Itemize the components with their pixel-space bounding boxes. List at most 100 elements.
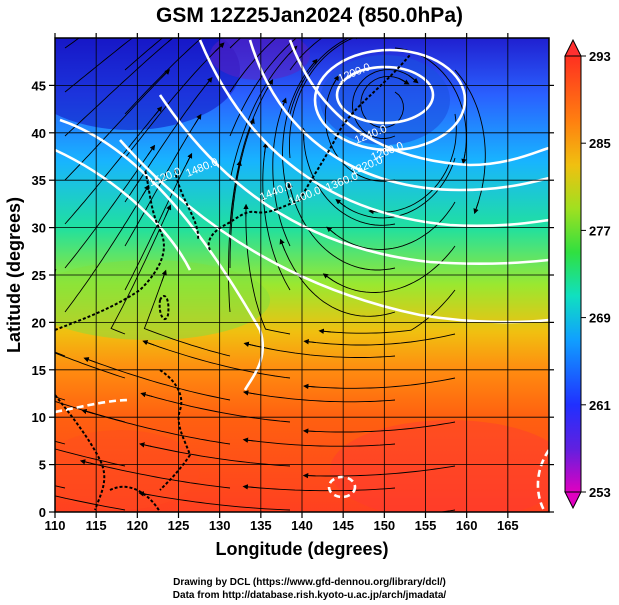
streamline <box>82 460 231 489</box>
streamline-arrow <box>175 0 183 6</box>
streamline <box>142 393 291 423</box>
streamline-arrow <box>226 11 234 17</box>
colorbar-tick-label: 253 <box>589 485 611 500</box>
credit-data: Data from http://database.rish.kyoto-u.a… <box>172 590 447 601</box>
x-tick-label: 155 <box>415 518 437 533</box>
streamline-arrow <box>236 160 242 173</box>
contour-dashed-east <box>536 449 549 512</box>
streamline-arrow <box>309 58 318 69</box>
streamline <box>289 38 350 115</box>
streamline <box>289 38 323 71</box>
coast-borneo <box>109 485 161 512</box>
streamline-arrow <box>81 408 94 415</box>
y-tick-label: 15 <box>32 363 46 378</box>
streamline-arrow <box>194 113 202 125</box>
streamline-arrow <box>142 340 155 346</box>
contour-1440 <box>119 139 549 324</box>
streamline-arrow <box>142 184 150 196</box>
y-axis-label: Latitude (degrees) <box>4 197 24 353</box>
x-tick-label: 115 <box>86 518 107 533</box>
cold-region-northwest <box>55 38 240 130</box>
streamline <box>245 439 396 447</box>
streamline <box>229 120 254 268</box>
streamline <box>303 130 396 226</box>
streamline-arrow <box>398 77 410 85</box>
streamline-arrow <box>412 17 422 19</box>
warm-pool-southwest <box>55 430 200 510</box>
colorbar: 253 261 269 277 285 293 <box>564 38 611 510</box>
streamline-arrow <box>348 38 361 41</box>
y-tick-label: 10 <box>32 410 46 425</box>
streamline-arrow <box>303 383 316 390</box>
contour-1260 <box>288 39 549 167</box>
green-tongue <box>55 260 270 340</box>
streamline <box>328 201 456 250</box>
streamline <box>64 38 174 137</box>
streamline <box>141 492 291 511</box>
streamline <box>245 206 291 335</box>
streamline-arrow <box>79 459 93 465</box>
height-contours <box>55 39 549 512</box>
y-tick-label: 40 <box>32 126 46 141</box>
streamline <box>124 78 212 203</box>
streamline-arrow <box>185 152 193 165</box>
y-tick-label: 5 <box>39 458 46 473</box>
streamline <box>124 43 223 159</box>
streamline <box>64 108 161 225</box>
coast-indochina <box>55 394 106 511</box>
streamline-arrow <box>215 42 225 52</box>
y-tick-label: 45 <box>32 78 46 93</box>
streamline-arrow <box>153 106 163 117</box>
streamline-arrow <box>473 201 479 215</box>
grid-lines <box>55 38 549 512</box>
contour-1240-ring <box>313 48 467 152</box>
streamline-arrow <box>242 390 256 396</box>
coast-philippines <box>159 369 192 491</box>
x-tick-label: 140 <box>291 518 313 533</box>
streamline-arrow <box>147 144 156 156</box>
colorbar-bottom-triangle <box>564 491 582 510</box>
streamline <box>83 410 231 445</box>
streamline <box>245 391 396 403</box>
streamline-arrow <box>243 341 256 347</box>
x-tick-label: 125 <box>168 518 190 533</box>
warm-pool-south <box>330 420 549 512</box>
streamline <box>141 443 291 467</box>
streamline <box>360 75 408 129</box>
y-tick-label: 20 <box>32 315 46 330</box>
streamline <box>245 486 396 492</box>
streamline <box>305 333 456 346</box>
y-axis: 0 5 10 15 20 25 30 35 40 45 <box>32 78 554 520</box>
plot-area <box>55 0 549 512</box>
streamline <box>85 358 231 401</box>
y-tick-label: 35 <box>32 173 46 188</box>
streamline <box>324 77 396 182</box>
colorbar-top-triangle <box>564 38 582 57</box>
streamline <box>352 69 417 139</box>
streamline <box>454 69 486 212</box>
streamline-arrow <box>334 0 343 2</box>
streamline <box>272 99 291 247</box>
streamline-arrow <box>335 198 346 208</box>
streamline <box>124 154 192 291</box>
contour-1360 <box>198 39 549 228</box>
streamline-arrow <box>313 21 322 26</box>
streamline <box>229 47 296 181</box>
y-tick-label: 30 <box>32 221 46 236</box>
streamline <box>280 241 396 317</box>
credits: Drawing by DCL (https://www.gfd-dennou.o… <box>0 576 619 602</box>
streamline <box>64 70 169 181</box>
x-tick-label: 135 <box>250 518 272 533</box>
streamline-arrow <box>318 328 332 334</box>
streamline-arrow <box>140 392 153 398</box>
colorbar-tick-label: 261 <box>589 398 611 413</box>
streamline-arrow <box>461 151 467 165</box>
streamline-arrow <box>165 204 172 217</box>
x-tick-label: 160 <box>456 518 478 533</box>
colorbar-tick-label: 293 <box>589 49 611 64</box>
contour-1200-ring <box>335 65 435 125</box>
contour-dashed-west <box>55 398 131 414</box>
streamline <box>124 38 203 115</box>
streamline-arrow <box>138 491 151 497</box>
contour-1320 <box>248 39 549 192</box>
